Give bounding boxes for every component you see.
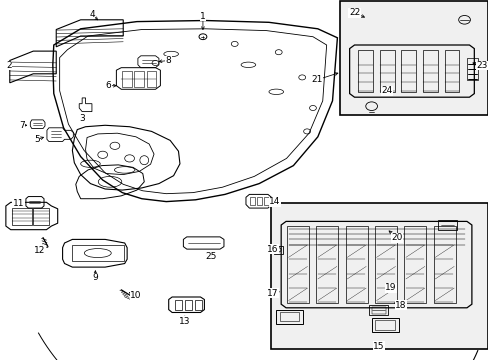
Text: 15: 15 — [372, 342, 384, 351]
Text: 17: 17 — [266, 289, 278, 298]
Text: 10: 10 — [130, 292, 142, 300]
Text: 13: 13 — [179, 317, 190, 325]
Bar — [175, 300, 182, 310]
Text: 1: 1 — [200, 12, 205, 21]
Text: 24: 24 — [381, 86, 392, 95]
Text: 7: 7 — [19, 121, 25, 130]
Bar — [358, 50, 372, 92]
Text: 16: 16 — [266, 245, 278, 253]
Bar — [72, 245, 123, 261]
Text: 11: 11 — [13, 199, 24, 208]
Text: 8: 8 — [165, 56, 171, 65]
Text: 15: 15 — [372, 342, 384, 351]
Bar — [184, 300, 192, 310]
Bar — [433, 226, 455, 303]
Bar — [368, 305, 387, 315]
Bar — [194, 300, 202, 310]
Text: 5: 5 — [34, 135, 40, 144]
Bar — [146, 71, 156, 87]
Bar — [134, 71, 144, 87]
Bar — [286, 226, 308, 303]
Bar — [374, 320, 394, 330]
Bar — [12, 208, 32, 225]
Bar — [345, 226, 367, 303]
Text: 25: 25 — [205, 252, 217, 261]
Text: 14: 14 — [268, 197, 280, 206]
Bar — [33, 208, 49, 225]
Text: 20: 20 — [390, 233, 402, 242]
Text: 3: 3 — [79, 113, 85, 122]
Text: 6: 6 — [105, 81, 111, 90]
Bar — [444, 50, 458, 92]
Bar — [280, 312, 298, 321]
Text: 23: 23 — [475, 61, 487, 70]
Text: 22: 22 — [348, 8, 360, 17]
Bar — [371, 307, 385, 314]
Bar — [437, 220, 456, 230]
Text: 4: 4 — [89, 10, 95, 19]
Text: 21: 21 — [310, 76, 322, 85]
Bar — [339, 1, 487, 115]
Text: 9: 9 — [92, 274, 98, 282]
Text: 2: 2 — [6, 61, 12, 70]
Bar — [316, 226, 338, 303]
Bar — [374, 226, 396, 303]
Bar — [122, 71, 132, 87]
Bar — [271, 203, 487, 349]
Text: 12: 12 — [34, 246, 46, 255]
Bar — [276, 310, 303, 324]
Text: 18: 18 — [394, 301, 406, 310]
Bar — [257, 197, 262, 205]
Bar — [401, 50, 415, 92]
Bar — [264, 197, 268, 205]
Text: 19: 19 — [385, 284, 396, 292]
Bar — [467, 58, 477, 80]
Bar — [404, 226, 426, 303]
Bar — [273, 246, 282, 254]
Bar — [250, 197, 255, 205]
Bar — [422, 50, 437, 92]
Bar — [371, 318, 398, 332]
Bar — [379, 50, 394, 92]
